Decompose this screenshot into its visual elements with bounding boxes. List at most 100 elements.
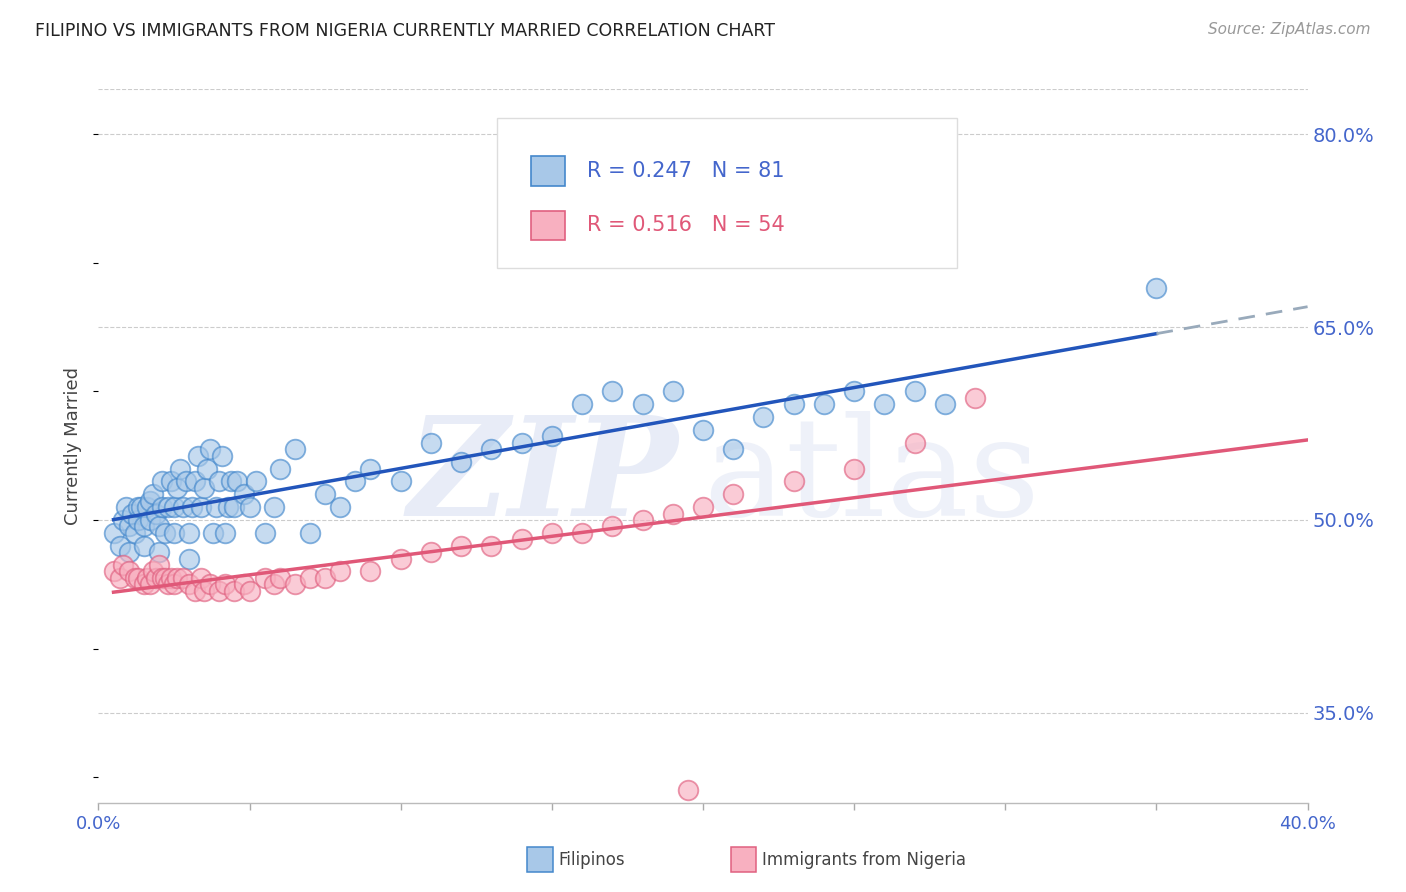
Point [160,571,183,585]
Point [135,500,157,514]
Point [135,571,157,585]
Text: ZIP: ZIP [408,411,679,545]
Point [200,577,222,591]
Point [965,391,987,405]
Point [193,583,215,598]
Point [139,577,162,591]
Text: Source: ZipAtlas.com: Source: ZipAtlas.com [1208,22,1371,37]
Point [124,525,146,540]
Text: atlas: atlas [703,411,1040,545]
Point [156,500,179,514]
Point [510,533,533,547]
Point [184,583,207,598]
Text: R = 0.247   N = 81: R = 0.247 N = 81 [586,161,785,180]
Point [139,493,162,508]
Point [150,500,173,514]
Point [179,551,201,566]
Point [299,571,322,585]
Point [129,500,152,514]
Point [420,545,443,559]
Point [450,455,472,469]
Point [205,500,228,514]
Point [190,571,212,585]
Point [329,565,352,579]
Point [904,435,927,450]
Point [752,410,775,425]
Point [132,577,155,591]
Point [208,475,231,489]
Point [284,577,307,591]
Point [662,507,685,521]
Point [111,513,134,527]
Point [602,384,624,399]
Point [124,571,146,585]
Point [934,397,956,411]
Point [193,481,215,495]
Point [226,475,249,489]
Point [253,525,276,540]
Point [389,475,412,489]
Point [172,571,194,585]
Point [174,475,197,489]
Point [253,571,276,585]
Point [224,583,246,598]
Point [540,525,562,540]
Point [148,558,170,572]
Point [121,507,143,521]
Point [200,442,222,457]
Point [148,545,170,559]
Point [481,539,503,553]
Point [662,384,685,399]
Point [344,475,367,489]
Point [145,571,167,585]
Point [184,475,207,489]
Point [127,513,149,527]
Point [150,571,173,585]
Point [148,519,170,533]
Point [153,571,176,585]
Point [783,475,806,489]
Point [111,558,134,572]
Point [132,539,155,553]
Point [904,384,927,399]
Point [540,429,562,443]
Point [813,397,835,411]
Point [245,475,267,489]
Point [676,783,699,797]
Point [118,545,141,559]
Point [127,500,149,514]
Point [420,435,443,450]
Point [299,525,322,540]
Point [166,571,188,585]
Point [221,475,243,489]
Point [156,577,179,591]
Point [166,481,188,495]
Point [150,475,173,489]
Point [217,500,239,514]
Point [160,475,183,489]
Point [481,442,503,457]
Point [169,461,191,475]
FancyBboxPatch shape [531,155,565,186]
Point [269,461,291,475]
Point [103,565,125,579]
Point [873,397,896,411]
Point [118,565,141,579]
Point [103,525,125,540]
Point [187,449,209,463]
Point [145,507,167,521]
Point [692,423,714,437]
Point [202,525,225,540]
Point [844,384,866,399]
Point [214,525,236,540]
Point [1144,281,1167,295]
FancyBboxPatch shape [498,118,957,268]
Point [360,461,382,475]
Point [153,525,176,540]
Point [132,519,155,533]
Point [783,397,806,411]
Point [510,435,533,450]
Point [224,500,246,514]
Point [181,500,204,514]
Point [263,577,285,591]
